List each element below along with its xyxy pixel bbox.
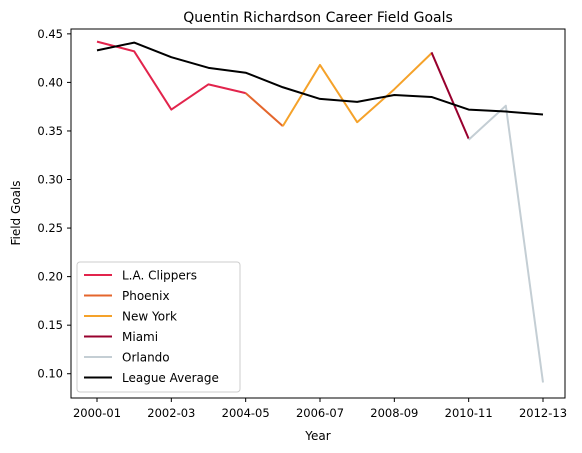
x-tick-label: 2012-13 [519, 406, 567, 420]
y-tick-label: 0.15 [37, 318, 63, 332]
legend-label-miami: Miami [122, 330, 158, 344]
series-line-l-a-clippers [96, 40, 246, 111]
series-line-phoenix [245, 92, 284, 127]
y-tick-label: 0.20 [37, 270, 63, 284]
x-tick-label: 2010-11 [445, 406, 493, 420]
series-line-orlando [467, 104, 544, 383]
legend-label-league-average: League Average [122, 371, 219, 385]
legend-label-l-a-clippers: L.A. Clippers [122, 269, 197, 283]
series-line-league-average [96, 41, 544, 116]
series-line-miami [430, 51, 470, 140]
x-axis-label: Year [304, 429, 330, 443]
y-tick-label: 0.30 [37, 173, 63, 187]
x-tick-label: 2006-07 [296, 406, 344, 420]
legend-box [76, 261, 241, 393]
y-tick-label: 0.25 [37, 221, 63, 235]
legend: L.A. Clippers Phoenix New York Miami Orlando… [76, 261, 241, 393]
legend-label-new-york: New York [122, 310, 177, 324]
y-tick-label: 0.45 [37, 27, 63, 41]
y-tick-label: 0.35 [37, 124, 63, 138]
y-tick-label: 0.40 [37, 75, 63, 89]
legend-label-phoenix: Phoenix [122, 289, 170, 303]
x-tick-label: 2008-09 [370, 406, 418, 420]
series-line-new-york [281, 52, 433, 127]
legend-label-orlando: Orlando [122, 351, 170, 365]
y-tick-label: 0.10 [37, 367, 63, 381]
chart-title: Quentin Richardson Career Field Goals [183, 10, 453, 26]
x-tick-label: 2004-05 [222, 406, 270, 420]
x-tick-label: 2002-03 [147, 406, 195, 420]
y-axis-label: Field Goals [9, 180, 23, 245]
plot-frame [70, 28, 566, 399]
x-tick-label: 2000-01 [73, 406, 121, 420]
